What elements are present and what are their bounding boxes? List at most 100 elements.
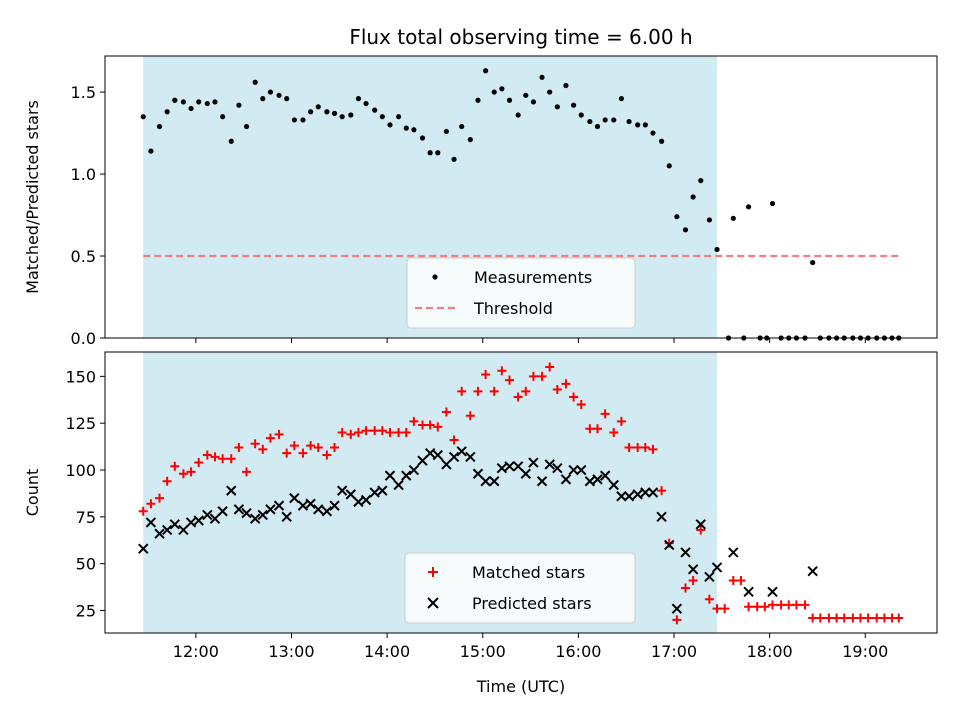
measurement-point [236,102,242,108]
predicted-star-point [297,500,309,511]
matched-star-point [194,458,204,468]
x-axis-label: Time (UTC) [476,677,565,696]
measurement-point [475,97,481,103]
matched-star-point [394,428,404,438]
measurement-point [180,99,187,105]
legend-label: Threshold [473,299,553,318]
matched-star-point [672,615,682,625]
y-tick-label: 50 [76,555,96,574]
matched-star-point [815,613,825,623]
matched-star-point [657,486,667,496]
matched-star-point [306,441,316,451]
measurement-point [228,138,234,144]
legend: Matched stars Predicted stars [404,552,636,624]
measurement-point [308,109,314,115]
matched-star-point [425,420,435,430]
measurement-point [300,117,306,123]
matched-star-point [346,429,356,439]
predicted-star-point [145,517,157,528]
measurement-point [570,102,577,108]
axes-frame [104,55,938,339]
predicted-star-point [592,474,603,485]
measurement-point [164,109,170,115]
measurement-point [372,107,378,113]
measurement-point [355,96,362,102]
predicted-star-point [441,459,452,470]
matched-star-point [712,604,722,614]
predicted-star-point [599,470,611,481]
measurement-point [658,138,665,144]
predicted-star-point [393,479,404,491]
matched-star-point [313,443,323,453]
measurement-point [188,105,194,112]
predicted-star-point [616,491,627,502]
measurement-point [594,123,601,130]
predicted-star-point [384,470,396,481]
measurement-point [411,127,417,133]
predicted-star-point [161,524,173,536]
predicted-star-point [743,586,754,597]
matched-star-point [855,613,865,623]
measurement-point [666,163,672,169]
measurement-point [331,110,338,116]
matched-star-point [473,386,483,396]
measurement-point [578,112,584,118]
matched-star-point [569,392,579,402]
matched-star-point [226,454,236,464]
measurement-point [291,117,297,123]
measurement-point [363,100,369,107]
matched-star-point [330,443,340,453]
matched-star-point [760,602,770,612]
predicted-star-point [169,519,181,530]
matched-star-point [361,426,371,436]
matched-star-point [776,600,786,610]
predicted-star-point [209,513,221,524]
x-tick-label: 15:00 [460,642,506,661]
matched-star-point [513,392,523,402]
measurement-point [252,79,258,85]
matched-star-point [289,441,299,451]
measurement-point [706,217,712,223]
predicted-star-point [623,491,635,502]
measurement-point [642,122,648,128]
matched-star-point [800,600,810,610]
predicted-star-point [336,485,348,496]
legend-box [404,552,636,624]
predicted-star-point [345,489,356,500]
matched-star-point [848,613,858,623]
matched-star-point [497,366,507,376]
measurement-point [348,112,354,118]
matched-star-point [481,369,491,379]
predicted-star-point [504,461,515,472]
predicted-star-point [226,485,237,496]
y-tick-label: 25 [76,602,96,621]
matched-star-point [401,428,411,438]
matched-star-point [449,435,459,445]
measurement-point [140,114,146,120]
matched-star-point [720,604,730,614]
matched-star-point [872,613,882,623]
matched-star-point [202,450,212,460]
predicted-star-point [536,476,548,487]
matched-star-point [752,602,762,612]
y-axis-label: Count [23,469,42,517]
matched-star-point [808,613,818,623]
matched-star-point [457,386,467,396]
x-tick-label: 17:00 [651,642,697,661]
measurement-point [491,89,497,95]
measurement-point [635,122,641,128]
predicted-star-point [695,519,706,530]
measurement-point [379,114,385,120]
measurement-point [243,123,250,130]
measurement-point [626,118,632,125]
measurement-point [435,150,441,156]
measurement-point [682,227,689,233]
x-tick-label: 16:00 [555,642,601,661]
matched-star-point [170,461,180,471]
measurement-point [276,92,282,98]
x-tick-label: 14:00 [364,642,410,661]
measurement-point [530,99,537,105]
predicted-star-point [353,496,364,508]
predicted-star-point [640,487,651,498]
matched-star-point [576,399,586,409]
